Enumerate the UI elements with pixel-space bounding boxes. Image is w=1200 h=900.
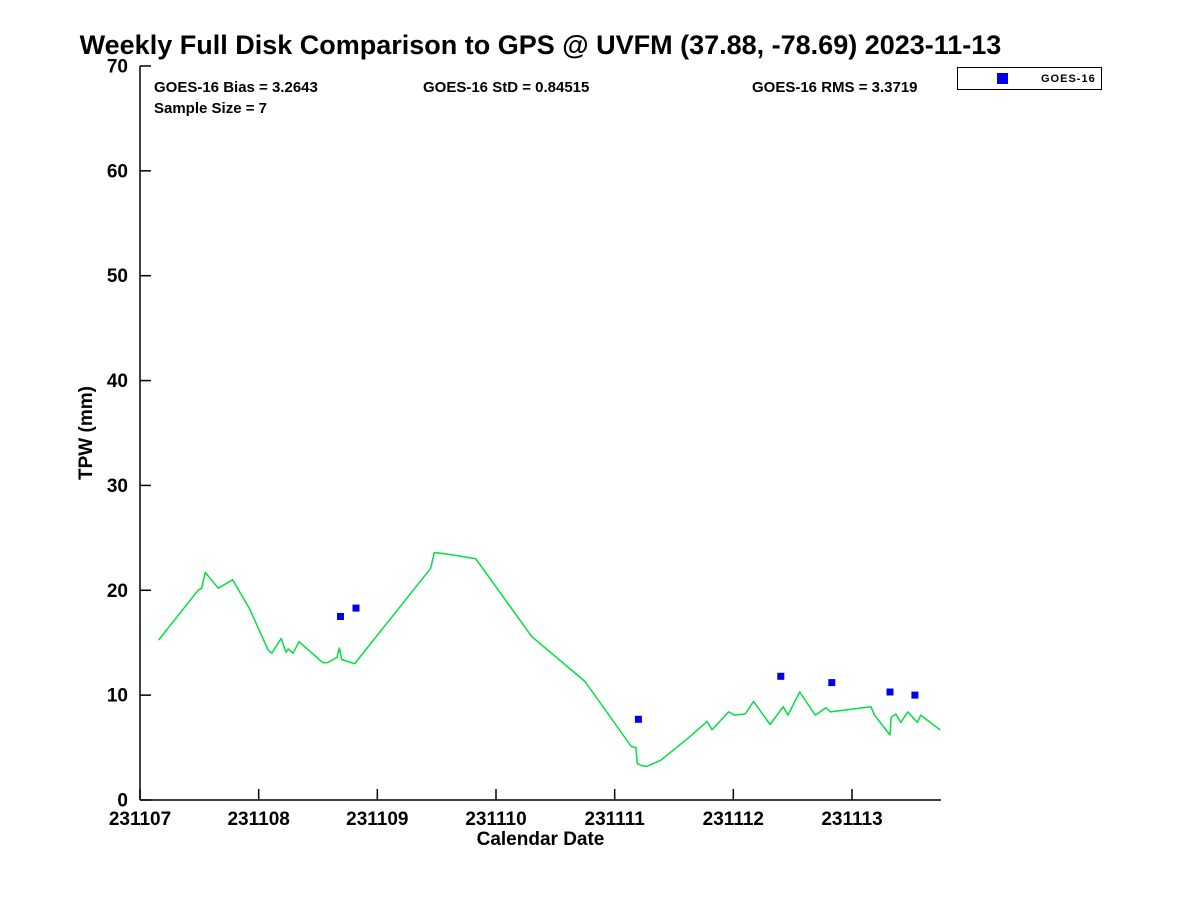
y-tick-label: 60 <box>107 161 128 182</box>
y-tick-label: 70 <box>107 57 128 78</box>
stat-rms: GOES-16 RMS = 3.3719 <box>752 79 918 96</box>
stat-std: GOES-16 StD = 0.84515 <box>423 79 590 96</box>
goes16-data-marker <box>337 613 344 620</box>
goes16-data-marker <box>634 715 642 723</box>
y-axis-label: TPW (mm) <box>76 386 97 480</box>
chart-title: Weekly Full Disk Comparison to GPS @ UVF… <box>79 30 1002 60</box>
gps-line <box>158 551 941 768</box>
goes16-data-marker <box>352 604 360 612</box>
legend-box: GOES-16 <box>957 67 1102 90</box>
x-tick-label: 231110 <box>465 809 526 830</box>
x-tick-label: 231112 <box>703 809 764 830</box>
goes16-data-marker <box>777 672 785 680</box>
goes16-data-marker <box>886 688 894 696</box>
y-tick-label: 50 <box>107 266 128 287</box>
goes16-data-marker <box>911 691 919 699</box>
y-tick-label: 30 <box>107 476 128 497</box>
x-axis-label: Calendar Date <box>476 829 605 850</box>
x-tick-label: 231109 <box>346 809 408 830</box>
goes16-data-marker <box>828 679 836 687</box>
x-tick-label: 231107 <box>109 809 171 830</box>
x-tick-label: 231113 <box>821 809 882 830</box>
y-tick-label: 20 <box>107 581 128 602</box>
y-tick-label: 10 <box>107 686 128 707</box>
stat-bias: GOES-16 Bias = 3.2643 <box>154 79 318 96</box>
goes16-square-marker-icon <box>997 73 1008 84</box>
stat-sample-size: Sample Size = 7 <box>154 100 267 117</box>
legend-entry-label: GOES-16 <box>1041 72 1096 85</box>
y-tick-label: 40 <box>107 371 128 392</box>
y-tick-label: 0 <box>117 791 128 812</box>
x-tick-label: 231108 <box>227 809 289 830</box>
x-tick-label: 231111 <box>585 809 646 830</box>
